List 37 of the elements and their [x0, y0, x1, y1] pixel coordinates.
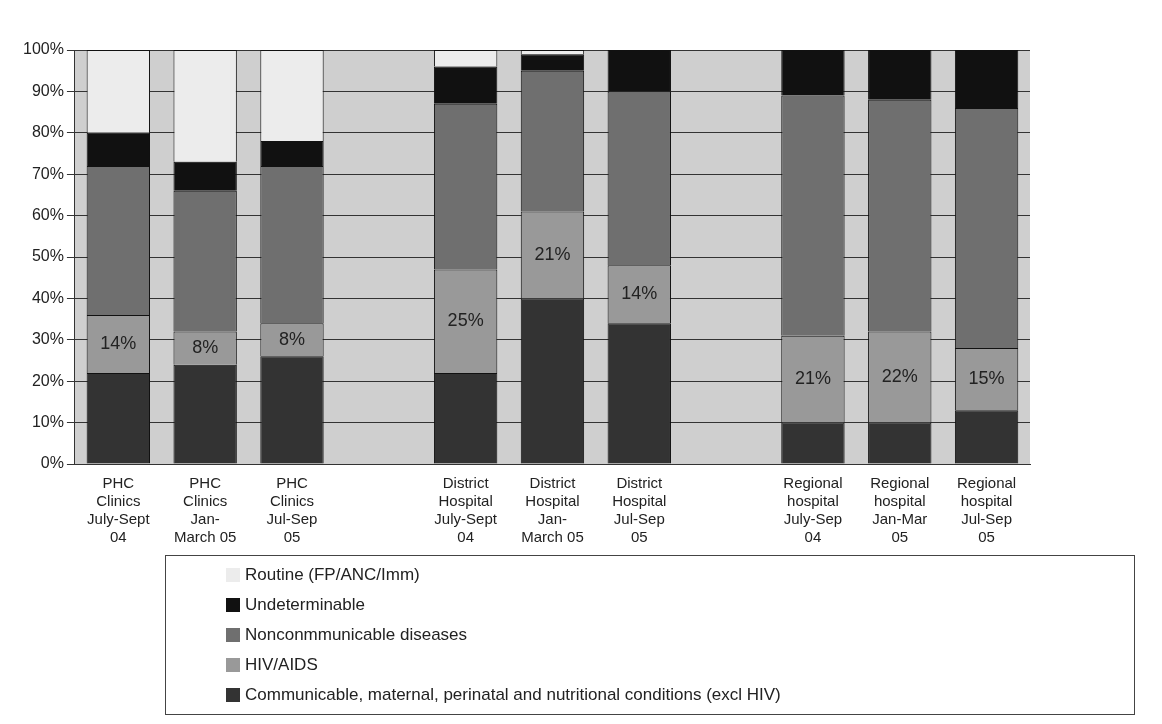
data-label: 15%: [968, 368, 1005, 389]
legend-label: Nonconmmunicable diseases: [245, 625, 468, 645]
y-tick-label: 40%: [31, 288, 64, 306]
y-tick-label: 10%: [31, 413, 64, 431]
x-tick-label: Regional hospital Jan-Mar 05: [870, 474, 930, 546]
x-tick-label: Regional hospital July-Sep 04: [783, 474, 843, 546]
data-label: 14%: [100, 332, 137, 353]
y-tick-label: 80%: [31, 123, 64, 141]
x-tick-label: PHC Clinics Jul-Sep 05: [266, 474, 318, 546]
y-tick-label: 100%: [23, 40, 64, 58]
bar: [781, 50, 845, 96]
data-label: 22%: [881, 366, 918, 387]
x-tick-label: District Hospital Jan- March 05: [521, 474, 584, 546]
data-label: 21%: [794, 368, 831, 389]
y-tick-label: 0%: [40, 454, 64, 472]
x-tick-label: Regional hospital Jul-Sep 05: [956, 474, 1017, 546]
y-tick-label: 70%: [31, 164, 64, 182]
y-tick-label: 30%: [31, 330, 64, 348]
data-label: 8%: [192, 337, 219, 358]
legend-label: HIV/AIDS: [245, 655, 318, 675]
legend-label: Routine (FP/ANC/Imm): [245, 565, 420, 585]
data-label: 14%: [621, 283, 658, 304]
x-tick-label: PHC Clinics July-Sept 04: [87, 474, 151, 546]
bar: [260, 141, 324, 166]
x-tick-label: District Hospital July-Sept 04: [434, 474, 498, 546]
data-label: 8%: [278, 328, 305, 349]
y-tick-label: 90%: [31, 81, 64, 99]
y-tick-label: 50%: [31, 247, 64, 265]
x-tick-label: District Hospital Jul-Sep 05: [612, 474, 667, 546]
y-tick-label: 60%: [31, 206, 64, 224]
x-tick-label: PHC Clinics Jan- March 05: [173, 474, 237, 546]
data-label: 21%: [534, 243, 571, 264]
legend-label: Communicable, maternal, perinatal and nutritional conditions (excl HIV): [245, 685, 781, 705]
y-tick-label: 20%: [31, 371, 64, 389]
bar: [173, 161, 237, 191]
data-label: 25%: [447, 310, 484, 331]
legend-label: Undeterminable: [245, 595, 366, 615]
